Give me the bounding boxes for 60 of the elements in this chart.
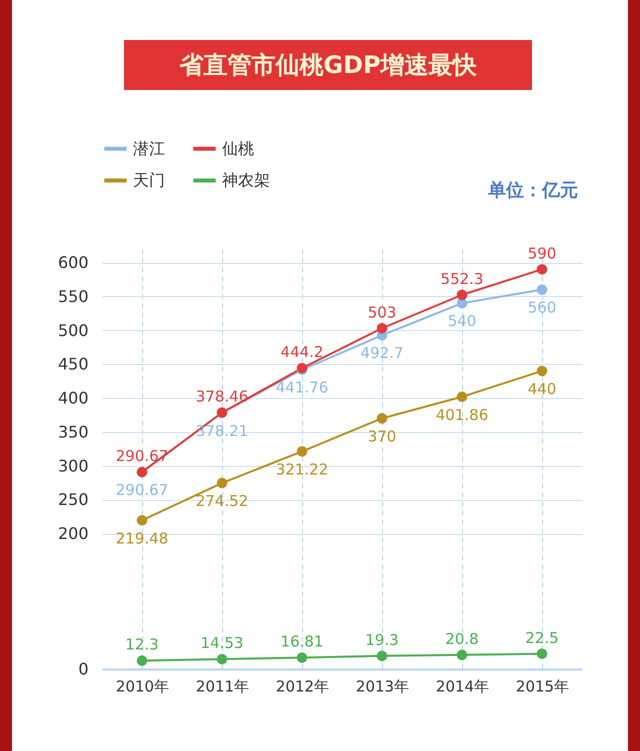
- point: [536, 284, 548, 295]
- point: [136, 655, 148, 666]
- y-tick-label: 600: [58, 253, 88, 272]
- legend-label: 潜江: [133, 138, 165, 158]
- point: [216, 654, 228, 664]
- y-tick-label: 450: [58, 354, 88, 374]
- data-label: 290.67: [116, 481, 168, 500]
- x-tick-label: 2013年: [356, 678, 410, 696]
- data-label: 274.52: [196, 492, 248, 510]
- point: [296, 652, 308, 663]
- y-tick-label: 400: [58, 388, 88, 408]
- data-label: 378.46: [196, 388, 248, 406]
- data-label: 20.8: [445, 630, 479, 648]
- point: [536, 648, 548, 659]
- data-label: 370: [368, 427, 396, 446]
- y-tick-label: 300: [58, 456, 88, 476]
- point: [136, 515, 148, 526]
- x-tick-label: 2010年: [116, 678, 170, 696]
- data-label: 441.76: [276, 378, 328, 397]
- data-label: 492.7: [360, 344, 404, 362]
- legend-label: 天门: [133, 170, 165, 190]
- data-label: 16.81: [280, 632, 324, 651]
- x-tick-label: 2011年: [196, 678, 250, 696]
- x-tick-label: 2012年: [276, 678, 330, 696]
- data-label: 440: [528, 380, 556, 398]
- point: [536, 366, 548, 376]
- x-tick-label: 2015年: [516, 678, 570, 696]
- legend-label: 仙桃: [222, 138, 254, 158]
- data-label: 444.2: [280, 343, 324, 362]
- chart-title: 省直管市仙桃GDP增速最快: [124, 40, 532, 90]
- data-label: 12.3: [125, 636, 159, 654]
- data-label: 590: [528, 244, 556, 262]
- data-label: 401.86: [436, 406, 488, 424]
- data-label: 14.53: [200, 634, 244, 652]
- y-tick-label: 350: [58, 422, 88, 442]
- point: [296, 446, 308, 457]
- point: [216, 478, 228, 488]
- y-tick-label: 500: [58, 320, 88, 340]
- legend-label: 神农架: [222, 170, 270, 190]
- y-tick-label: 550: [58, 286, 88, 306]
- y-tick-label: 0: [78, 660, 88, 678]
- point: [376, 650, 388, 662]
- y-tick-label: 200: [58, 524, 88, 544]
- text: 单位：亿元: [488, 179, 578, 202]
- data-label: 321.22: [276, 460, 328, 478]
- x-tick-label: 2014年: [436, 678, 490, 696]
- point: [456, 290, 468, 300]
- point: [376, 413, 388, 424]
- data-label: 503: [368, 303, 396, 322]
- y-tick-label: 250: [58, 490, 88, 510]
- data-label: 560: [528, 298, 556, 317]
- point: [456, 650, 468, 660]
- data-label: 552.3: [440, 270, 484, 288]
- data-label: 540: [448, 312, 476, 330]
- point: [376, 323, 388, 334]
- data-label: 219.48: [116, 529, 168, 548]
- data-label: 22.5: [525, 628, 559, 647]
- point: [456, 392, 468, 402]
- point: [536, 264, 548, 275]
- data-label: 19.3: [365, 630, 399, 649]
